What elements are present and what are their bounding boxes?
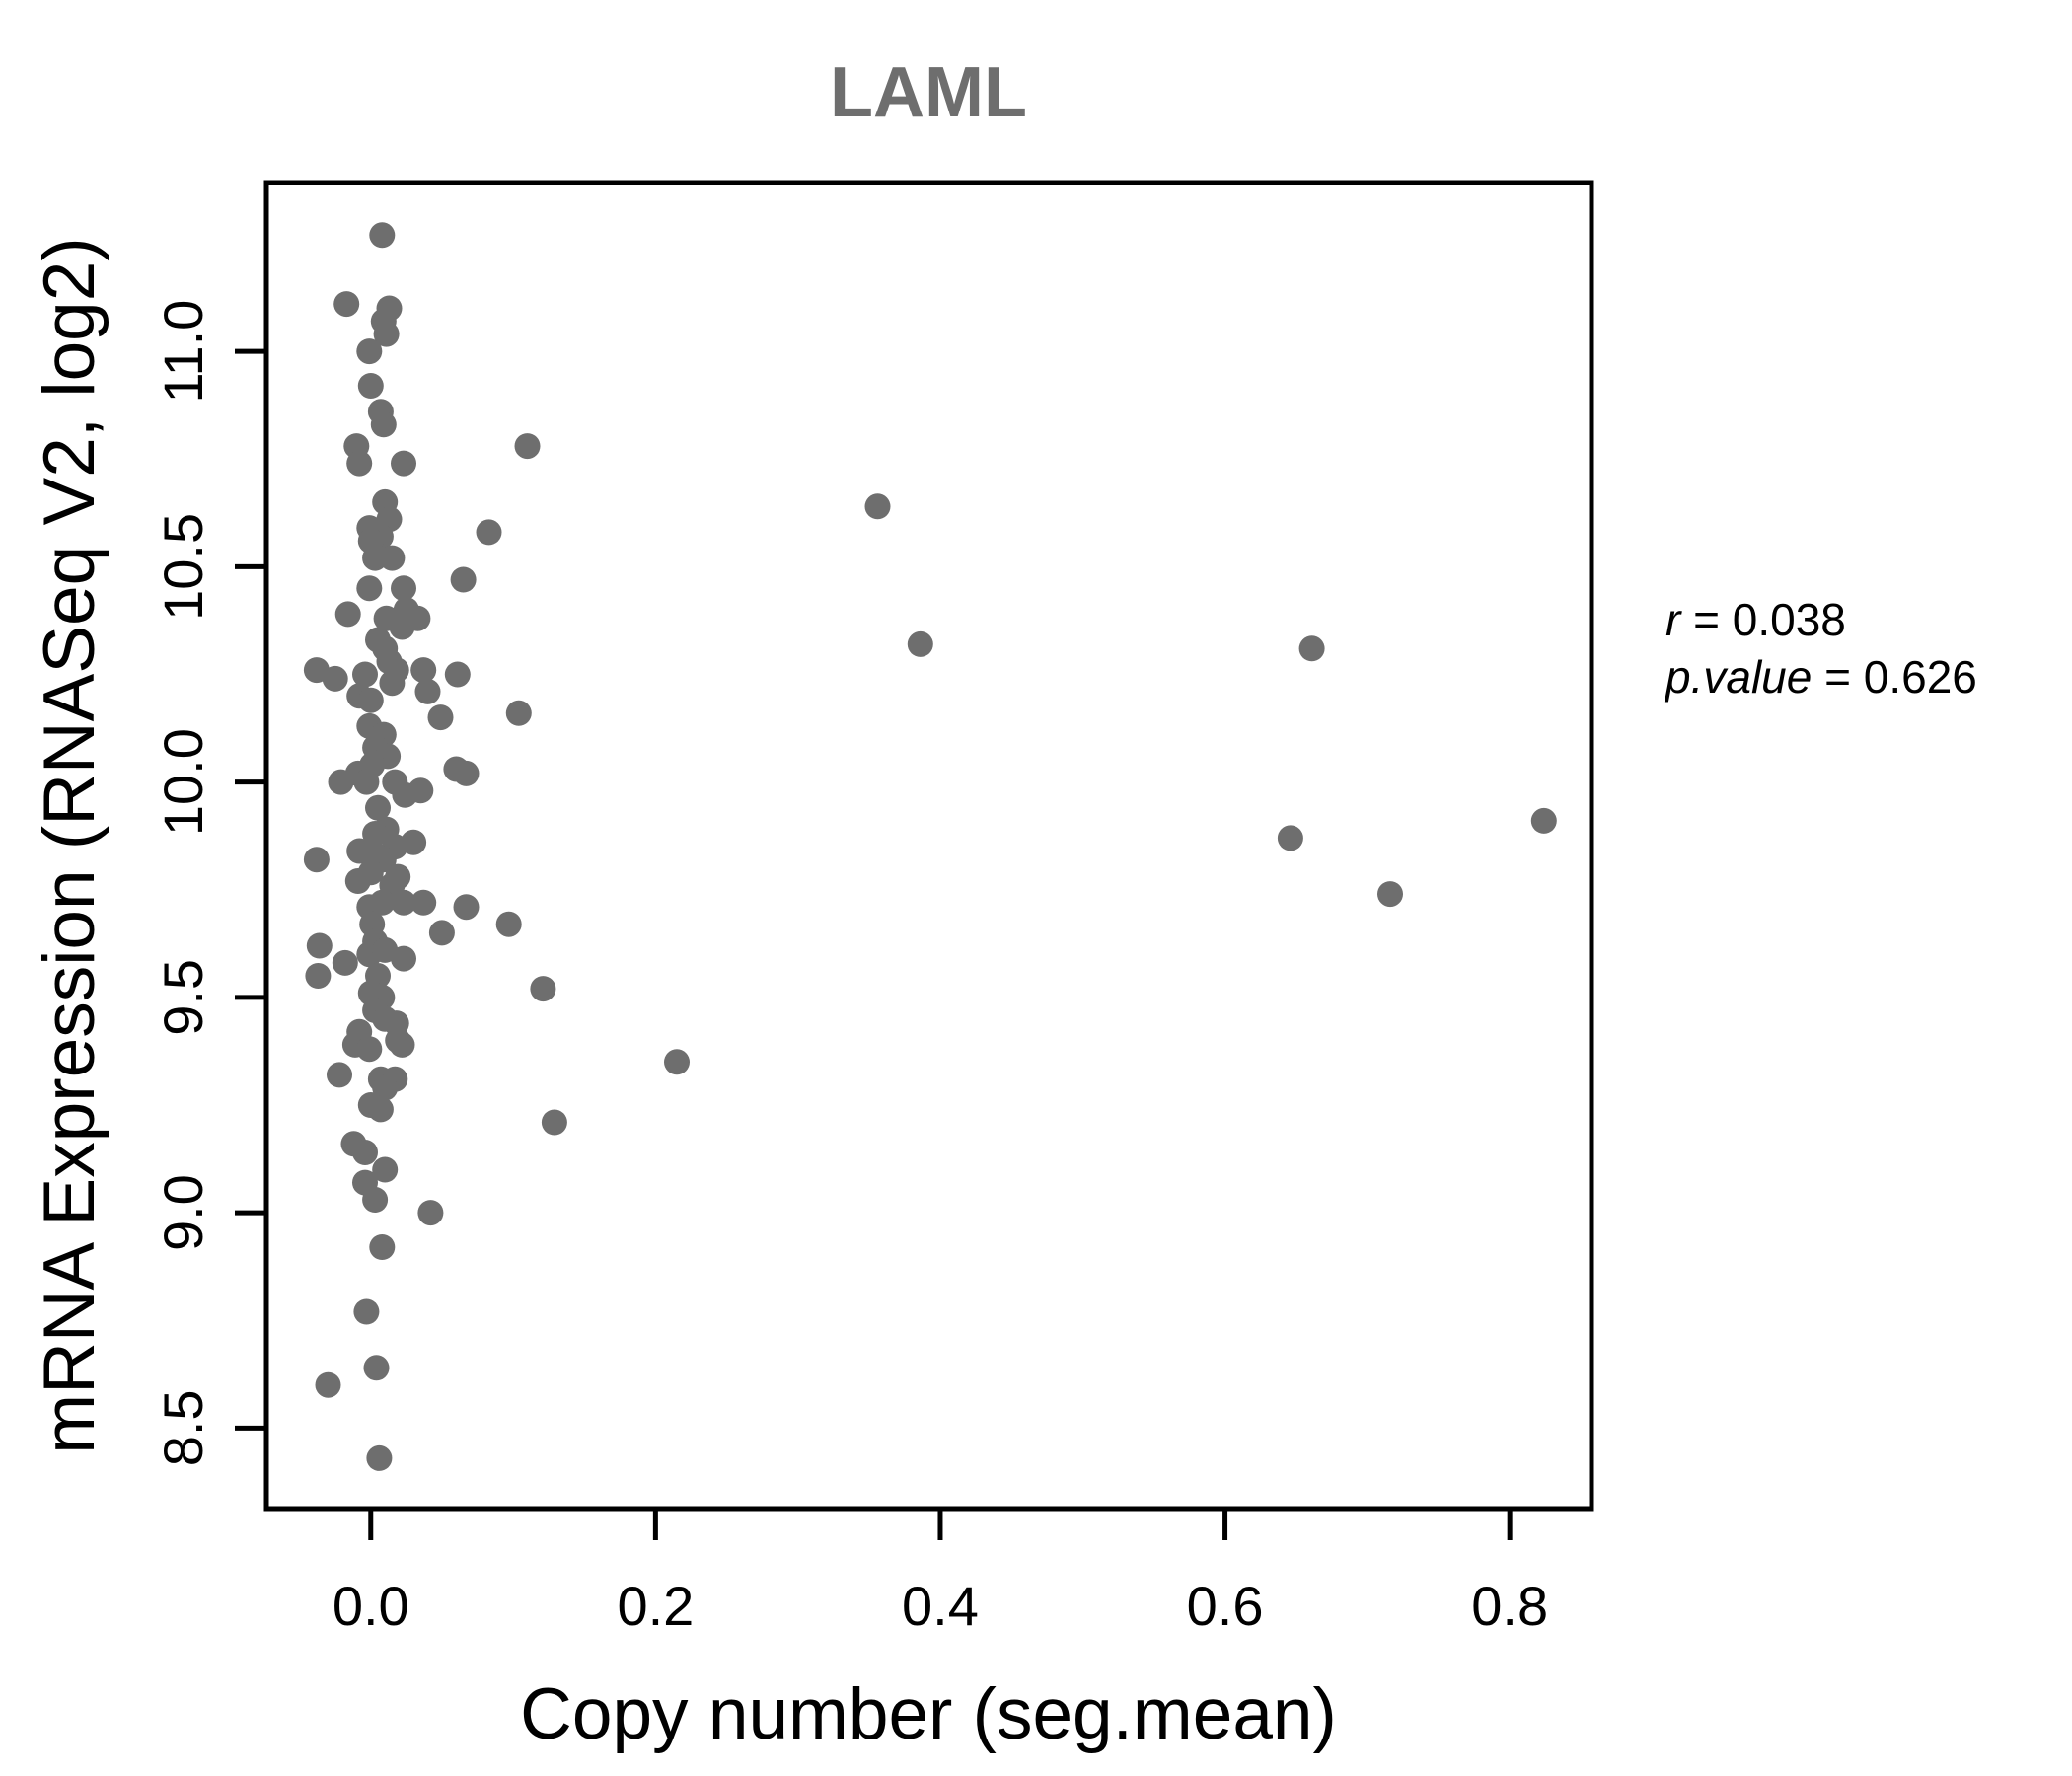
data-point [505, 700, 532, 726]
data-point [410, 657, 437, 684]
y-axis-label: mRNA Expression (RNASeq V2, log2) [30, 237, 110, 1453]
data-point [664, 1049, 690, 1075]
data-point [334, 601, 361, 628]
data-point [352, 1140, 378, 1165]
data-point [370, 411, 397, 438]
data-point [353, 769, 380, 795]
data-point [373, 321, 400, 347]
data-point [305, 963, 332, 989]
x-axis-label: Copy number (seg.mean) [520, 1674, 1337, 1754]
data-point [369, 222, 396, 249]
data-point [391, 450, 416, 477]
data-point [372, 1156, 399, 1183]
data-point [1377, 881, 1403, 908]
p-label: p.value [1664, 651, 1812, 703]
data-point [1277, 825, 1303, 851]
data-point [346, 450, 373, 477]
data-point [450, 566, 477, 593]
y-tick-label: 10.0 [152, 728, 214, 836]
y-tick-label: 10.5 [152, 513, 214, 621]
r-value: = 0.038 [1680, 594, 1846, 645]
data-point [352, 661, 378, 688]
y-tick-label: 11.0 [152, 300, 214, 404]
data-point [427, 704, 454, 731]
p-value: = 0.626 [1812, 651, 1977, 703]
data-point [864, 493, 891, 520]
data-point [417, 1200, 444, 1226]
data-point [907, 630, 933, 657]
data-points [303, 222, 1557, 1471]
data-point [362, 1187, 389, 1213]
data-point [444, 661, 471, 688]
x-tick-label: 0.0 [333, 1575, 409, 1637]
data-point [363, 1355, 390, 1381]
data-point [306, 932, 333, 959]
data-point [453, 894, 480, 921]
data-point [367, 1096, 394, 1123]
r-label: r [1665, 594, 1682, 645]
plot-box [263, 180, 1594, 1512]
x-tick-label: 0.6 [1187, 1575, 1264, 1637]
data-point [541, 1109, 567, 1136]
data-point [369, 889, 396, 916]
chart-title: LAML [830, 53, 1027, 132]
x-tick-label: 0.4 [902, 1575, 979, 1637]
data-point [453, 760, 480, 786]
data-point [391, 889, 416, 916]
stats-annotation-r: r = 0.038 [1665, 594, 1846, 645]
x-tick-label: 0.8 [1471, 1575, 1548, 1637]
data-point [379, 670, 406, 697]
data-point [392, 781, 418, 808]
data-point [1530, 807, 1557, 834]
data-point [389, 614, 415, 640]
data-point [366, 1444, 393, 1471]
data-point [1298, 635, 1325, 662]
data-point [315, 1371, 341, 1398]
data-point [356, 575, 383, 602]
data-point [322, 665, 348, 692]
data-point [495, 911, 522, 937]
data-point [514, 433, 541, 460]
data-point [428, 920, 455, 946]
data-point [372, 1074, 399, 1101]
data-point [357, 687, 384, 713]
data-point [332, 949, 358, 976]
data-point [328, 769, 354, 795]
data-point [389, 1031, 415, 1058]
data-point [414, 678, 441, 704]
data-point [353, 1298, 380, 1325]
data-point [365, 794, 391, 821]
y-axis-ticks: 8.5 9.0 9.5 10.0 10.5 11.0 [152, 300, 266, 1466]
data-point [410, 889, 437, 916]
data-point [391, 575, 416, 602]
data-point [476, 519, 502, 546]
data-point [391, 945, 416, 972]
x-axis-ticks: 0.0 0.2 0.4 0.6 0.8 [333, 1509, 1548, 1637]
data-point [530, 976, 556, 1002]
data-point [357, 373, 384, 399]
data-point [303, 847, 330, 873]
data-point [356, 338, 383, 365]
stats-annotation-p: p.value = 0.626 [1664, 651, 1977, 703]
x-tick-label: 0.2 [617, 1575, 694, 1637]
data-point [379, 545, 406, 571]
y-tick-label: 8.5 [152, 1389, 214, 1466]
data-point [333, 291, 360, 318]
y-tick-label: 9.5 [152, 959, 214, 1036]
data-point [327, 1062, 352, 1088]
data-point [344, 868, 371, 894]
data-point [362, 821, 389, 847]
y-tick-label: 9.0 [152, 1174, 214, 1251]
data-point [369, 1234, 396, 1260]
data-point [356, 1036, 383, 1063]
